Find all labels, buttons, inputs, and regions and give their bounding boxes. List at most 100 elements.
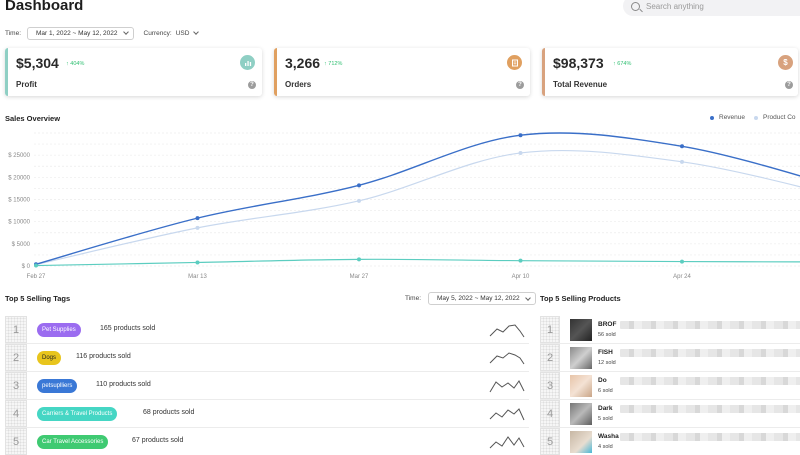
y-tick-label: $ 20000 [8,175,30,181]
page-title: Dashboard [5,0,84,14]
kpi-card-profit: $5,304 ↑ 404% Profit ? [5,48,262,96]
data-point [357,183,361,188]
tag-row[interactable]: 5 Car Travel Accessories 67 products sold [5,428,529,455]
chevron-down-icon [193,29,200,35]
rank-badge: 1 [5,316,27,343]
help-icon[interactable]: ? [785,81,793,89]
kpi-value: $5,304 [16,55,59,71]
product-thumbnail[interactable] [570,347,592,369]
product-row[interactable]: 2 FISH 12 sold [540,344,800,372]
sales-overview-title: Sales Overview [5,114,61,123]
rank-badge: 5 [5,428,27,455]
kpi-change: ↑ 712% [324,61,343,67]
kpi-accent-bar [274,48,277,96]
product-thumbnail[interactable] [570,319,592,341]
rank-badge: 2 [540,344,560,371]
tag-row[interactable]: 2 Dogs 116 products sold [5,344,529,372]
kpi-card-orders: 3,266 ↑ 712% Orders ? [274,48,530,96]
time-label: Time: [5,29,22,37]
product-thumbnail[interactable] [570,375,592,397]
sales-overview-chart: $ 0 $ 5000 $ 10000 $ 15000 $ 20000 $ 25000 Fe… [8,132,800,280]
legend-label: Product Co [763,114,796,121]
date-range-value: Mar 1, 2022 ~ May 12, 2022 [36,29,118,37]
product-name[interactable]: FISH [598,349,613,356]
rank-badge: 3 [540,372,560,399]
date-range-picker[interactable]: Mar 1, 2022 ~ May 12, 2022 [27,26,134,40]
data-point [680,144,684,149]
product-row[interactable]: 5 Washa 4 sold [540,428,800,455]
currency-label: Currency: [143,29,172,37]
product-row[interactable]: 1 BROF 56 sold [540,316,800,344]
search-input[interactable]: Search anything [623,0,800,16]
series-line [35,149,800,266]
tag-sold-count: 68 products sold [143,409,195,416]
help-icon[interactable]: ? [516,81,524,89]
tags-date-range-picker[interactable]: May 5, 2022 ~ May 12, 2022 [428,292,536,305]
tags-date-range-value: May 5, 2022 ~ May 12, 2022 [437,295,520,302]
chevron-down-icon [122,29,129,35]
product-row[interactable]: 4 Dark 5 sold [540,400,800,428]
tag-row[interactable]: 1 Pet Supplies 165 products sold [5,316,529,344]
orders-icon [507,55,522,70]
chevron-down-icon [524,294,531,301]
kpi-label: Orders [285,80,312,89]
legend-label: Revenue [719,114,746,121]
rank-badge: 4 [5,400,27,427]
kpi-label: Profit [16,80,37,89]
sparkline-chart [489,324,525,338]
x-tick-label: Mar 13 [188,274,207,280]
tag-row[interactable]: 4 Carriers & Travel Products 68 products s… [5,400,529,428]
product-thumbnail[interactable] [570,403,592,425]
redacted-text [620,349,800,357]
product-name[interactable]: Washa [598,433,619,440]
chart-legend: Revenue Product Co [710,114,796,121]
tag-pill[interactable]: Carriers & Travel Products [37,407,118,421]
legend-dot [710,115,714,120]
legend-item-revenue[interactable]: Revenue [710,114,745,121]
rank-badge: 1 [540,316,560,343]
currency-value: USD [175,29,190,37]
kpi-card-total-revenue: $98,373 ↑ 674% Total Revenue $ ? [542,48,798,96]
data-point [518,150,523,155]
product-sold-count: 5 sold [598,416,613,422]
data-point [195,260,200,265]
data-point [357,257,361,262]
kpi-value: $98,373 [553,55,604,71]
product-name[interactable]: Do [598,377,607,384]
x-tick-label: Feb 27 [27,274,46,280]
product-row[interactable]: 3 Do 6 sold [540,372,800,400]
data-point [680,159,684,164]
tag-pill[interactable]: Pet Supplies [37,323,81,337]
product-thumbnail[interactable] [570,431,592,453]
legend-item-product-cost[interactable]: Product Co [754,114,796,121]
data-point [518,133,523,138]
data-point [357,198,361,203]
chart-icon [240,55,255,70]
tags-time-label: Time: [405,295,422,302]
currency-select[interactable]: USD [175,29,200,37]
tag-pill[interactable]: Dogs [37,351,62,365]
tag-pill[interactable]: Car Travel Accessories [37,435,109,449]
tags-filter: Time: May 5, 2022 ~ May 12, 2022 [405,292,536,305]
top-products-title: Top 5 Selling Products [540,294,621,303]
product-name[interactable]: Dark [598,405,613,412]
data-point [518,258,523,263]
sparkline-chart [489,408,525,421]
sparkline-chart [489,352,525,365]
legend-dot [754,115,759,120]
tag-sold-count: 67 products sold [132,437,184,444]
tag-row[interactable]: 3 petsuplliers 110 products sold [5,372,529,400]
redacted-text [620,433,800,441]
sparkline-chart [489,380,525,393]
kpi-accent-bar [5,48,8,96]
tag-pill[interactable]: petsuplliers [37,379,78,393]
tag-sold-count: 116 products sold [76,353,131,360]
product-name[interactable]: BROF [598,321,617,328]
y-tick-label: $ 25000 [8,153,30,159]
kpi-change: ↑ 674% [613,61,632,67]
product-sold-count: 56 sold [598,332,616,338]
data-point [195,216,200,221]
rank-badge: 5 [540,428,560,455]
help-icon[interactable]: ? [248,81,256,89]
rank-badge: 3 [5,372,27,399]
